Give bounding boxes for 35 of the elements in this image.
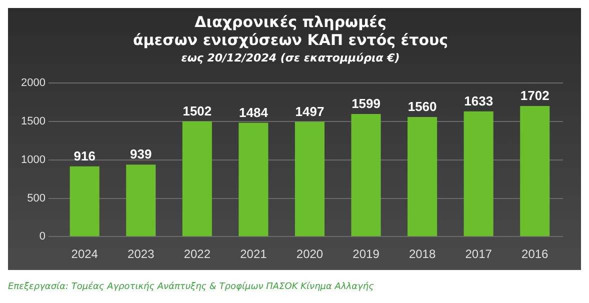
x-tick-label: 2017 (465, 247, 492, 262)
bar (408, 116, 438, 236)
x-tick-label: 2016 (522, 247, 549, 262)
y-tick-label: 0 (39, 230, 46, 243)
x-tick-label: 2018 (408, 247, 436, 262)
y-tick-label: 500 (27, 192, 46, 204)
text: Επεξεργασία: Τομέας Αγροτικής Ανάπτυξης & Τροφίμων ΠΑΣΟΚ Κίνημα Αλλαγής (8, 280, 374, 292)
data-label: 1502 (182, 103, 212, 118)
data-label: 939 (130, 146, 152, 162)
y-tick-label: 1500 (20, 116, 46, 128)
data-label: 1633 (464, 93, 494, 108)
x-tick-label: 2023 (128, 247, 155, 262)
data-label: 1599 (352, 96, 380, 112)
data-label: 1497 (295, 104, 324, 119)
bar (351, 114, 381, 236)
chart-title: Διαχρονικές πληρωμές άμεσων ενισχύσεων ΚΑΠ εντός έτους (132, 12, 448, 49)
x-tick-label: 2021 (240, 247, 268, 262)
y-tick-label: 1000 (20, 154, 46, 166)
bar (294, 122, 325, 236)
data-label: 1484 (238, 104, 269, 120)
x-tick-label: 2019 (352, 247, 380, 262)
y-tick-label: 2000 (20, 77, 46, 90)
bar (520, 106, 550, 236)
data-label: 916 (74, 148, 96, 164)
bar (464, 111, 494, 236)
bar (238, 122, 268, 236)
chart-subtitle: εως 20/12/2024 (σε εκατομμύρια €) (181, 51, 400, 64)
x-tick-label: 2022 (184, 247, 211, 262)
x-tick-label: 2024 (71, 247, 98, 262)
data-label: 1560 (408, 99, 437, 114)
data-label: 1702 (520, 88, 550, 104)
x-tick-label: 2020 (296, 247, 324, 262)
bar (70, 166, 100, 236)
bar (182, 121, 212, 236)
bar (126, 164, 156, 236)
